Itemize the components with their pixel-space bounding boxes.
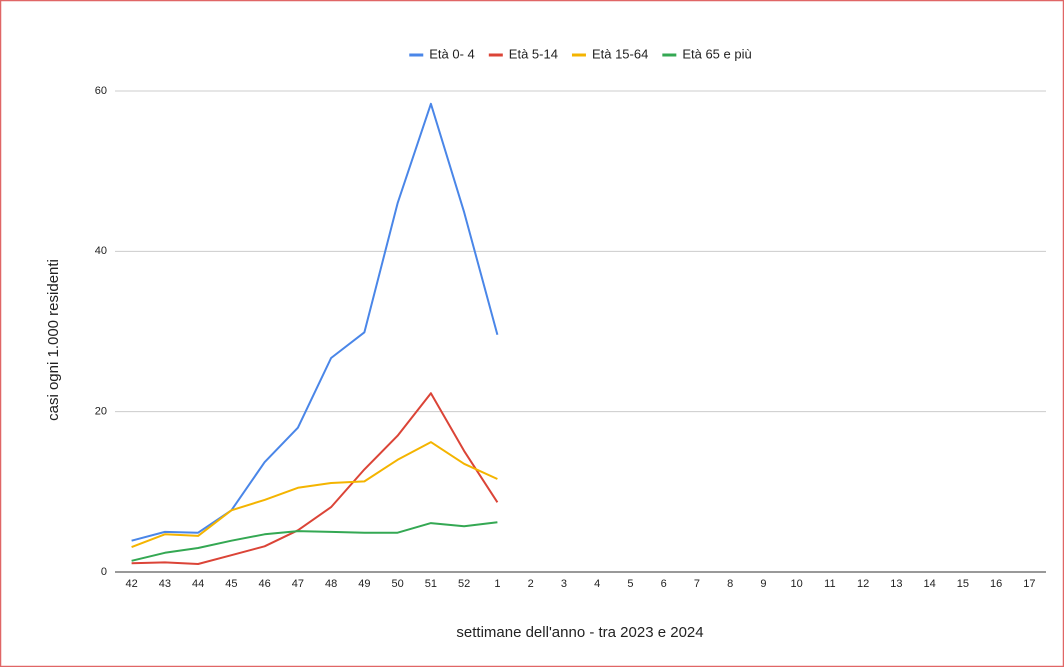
x-tick-label: 4 <box>594 578 600 590</box>
x-tick-label: 10 <box>791 578 803 590</box>
x-tick-label: 16 <box>990 578 1002 590</box>
y-tick-label: 0 <box>101 566 107 578</box>
x-tick-label: 47 <box>292 578 304 590</box>
x-tick-label: 2 <box>528 578 534 590</box>
series-line <box>131 441 498 549</box>
series-line <box>131 521 498 562</box>
x-tick-label: 8 <box>727 578 733 590</box>
x-tick-label: 1 <box>494 578 500 590</box>
y-tick-label: 60 <box>95 85 107 97</box>
series-line <box>131 102 499 542</box>
x-tick-label: 6 <box>661 578 667 590</box>
x-tick-label: 49 <box>358 578 370 590</box>
legend-label: Età 15-64 <box>592 46 648 61</box>
legend-label: Età 0- 4 <box>429 46 475 61</box>
x-tick-label: 17 <box>1023 578 1035 590</box>
x-tick-label: 48 <box>325 578 337 590</box>
x-tick-label: 5 <box>627 578 633 590</box>
x-tick-label: 44 <box>192 578 204 590</box>
x-tick-label: 46 <box>259 578 271 590</box>
x-tick-label: 45 <box>225 578 237 590</box>
y-tick-label: 40 <box>95 245 107 257</box>
series-line <box>131 392 499 565</box>
x-tick-label: 43 <box>159 578 171 590</box>
y-tick-label: 20 <box>95 406 107 418</box>
x-tick-label: 13 <box>890 578 902 590</box>
legend-label: Età 5-14 <box>509 46 558 61</box>
x-tick-label: 52 <box>458 578 470 590</box>
y-axis-title: casi ogni 1.000 residenti <box>45 259 62 421</box>
x-tick-label: 42 <box>126 578 138 590</box>
x-tick-label: 15 <box>957 578 969 590</box>
x-tick-label: 3 <box>561 578 567 590</box>
x-tick-label: 51 <box>425 578 437 590</box>
x-tick-label: 7 <box>694 578 700 590</box>
x-tick-label: 12 <box>857 578 869 590</box>
x-tick-label: 14 <box>924 578 936 590</box>
x-tick-label: 9 <box>760 578 766 590</box>
x-tick-label: 11 <box>824 578 835 590</box>
legend-label: Età 65 e più <box>682 46 751 61</box>
x-axis-title: settimane dell'anno - tra 2023 e 2024 <box>456 624 703 641</box>
x-tick-label: 50 <box>392 578 404 590</box>
